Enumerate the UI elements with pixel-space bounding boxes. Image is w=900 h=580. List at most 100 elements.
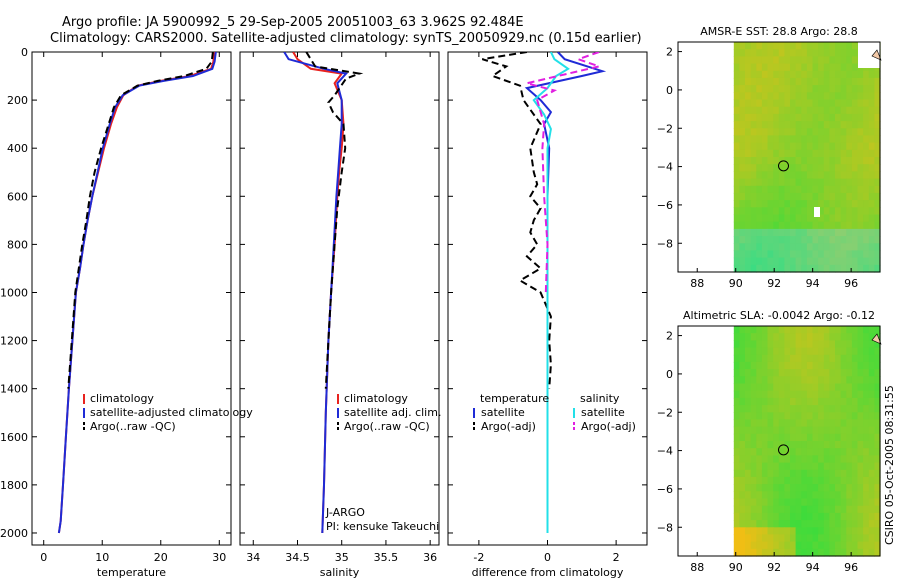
map-cell	[750, 441, 757, 449]
map-cell	[790, 243, 797, 252]
map-cell	[745, 192, 752, 201]
map-cell	[823, 164, 830, 172]
map-cell	[750, 128, 757, 137]
map-cell	[823, 228, 830, 237]
panels: 0 10 20 30020040060080010001200140016001800…	[0, 25, 882, 579]
map-cell	[801, 243, 808, 252]
map-cell	[739, 77, 746, 86]
map-cell	[761, 106, 769, 115]
map-cell	[761, 128, 769, 137]
map-cell	[806, 243, 814, 252]
map-cell	[857, 405, 864, 413]
map-cell	[851, 63, 859, 72]
map-cell	[761, 534, 769, 543]
map-x-tick-label: 96	[844, 277, 858, 290]
map-cell	[812, 257, 819, 266]
map-cell	[801, 200, 808, 208]
map-cell	[767, 106, 774, 115]
map-cell	[739, 164, 746, 172]
map-cell	[767, 257, 774, 266]
map-cell	[750, 383, 757, 392]
map-cell	[857, 178, 864, 187]
map-cell	[846, 185, 853, 194]
map-cell	[840, 214, 847, 223]
map-cell	[745, 264, 752, 273]
map-cell	[778, 548, 785, 557]
map-cell	[812, 264, 819, 273]
map-cell	[846, 243, 853, 252]
map-cell	[851, 541, 859, 550]
map-cell	[756, 383, 763, 392]
map-cell	[823, 56, 830, 65]
map-cell	[840, 383, 847, 392]
map-cell	[761, 520, 769, 528]
map-cell	[761, 192, 769, 201]
map-cell	[790, 397, 797, 406]
map-cell	[846, 419, 853, 428]
map-cell	[733, 433, 740, 442]
map-cell	[818, 326, 825, 334]
map-cell	[868, 433, 875, 442]
map-cell	[778, 42, 785, 50]
map-cell	[868, 476, 875, 485]
map-cell	[745, 149, 752, 158]
map-cell	[761, 70, 769, 79]
map-cell	[756, 77, 763, 86]
map-cell	[750, 178, 757, 187]
map-cell	[829, 142, 836, 151]
map-cell	[767, 534, 774, 543]
map-cell	[801, 257, 808, 266]
map-cell	[835, 128, 842, 137]
map-cell	[790, 92, 797, 101]
map-cell	[767, 405, 774, 413]
map-frame	[677, 325, 881, 557]
map-cell	[790, 77, 797, 86]
series-line-argo-raw-qc-	[67, 52, 214, 389]
map-cell	[790, 376, 797, 385]
map-cell	[851, 383, 859, 392]
map-cell	[835, 397, 842, 406]
map-cell	[739, 70, 746, 79]
map-cell	[846, 257, 853, 266]
map-y-tick-label: −6	[657, 483, 673, 496]
map-cell	[806, 185, 814, 194]
map-cell	[784, 390, 791, 399]
map-cell	[806, 178, 814, 187]
map-cell	[778, 390, 785, 399]
map-cell	[812, 63, 819, 72]
map-cell	[745, 354, 752, 363]
map-cell	[756, 264, 763, 273]
map-cell	[801, 340, 808, 349]
map-cell	[868, 354, 875, 363]
map-cell	[784, 326, 791, 334]
map-cell	[806, 534, 814, 543]
map-cell	[846, 405, 853, 413]
map-cell	[823, 221, 830, 230]
map-cell	[829, 441, 836, 449]
map-cell	[790, 192, 797, 201]
map-x-tick-label: 94	[806, 561, 820, 574]
map-cell	[795, 505, 802, 514]
map-cell	[790, 441, 797, 449]
map-cell	[874, 113, 881, 122]
map-cell	[773, 157, 780, 165]
map-cell	[874, 361, 881, 370]
map-cell	[851, 412, 859, 421]
map-cell	[778, 207, 785, 216]
map-cell	[795, 243, 802, 252]
map-cell	[812, 164, 819, 172]
map-cell	[767, 476, 774, 485]
map-cell	[874, 92, 881, 101]
map-cell	[851, 369, 859, 377]
map-cell	[846, 326, 853, 334]
map-cell	[823, 70, 830, 79]
map-cell	[739, 92, 746, 101]
map-cell	[801, 178, 808, 187]
map-cell	[790, 85, 797, 93]
map-cell	[863, 77, 870, 86]
map-cell	[874, 512, 881, 521]
map-cell	[806, 257, 814, 266]
map-cell	[835, 207, 842, 216]
map-cell	[795, 333, 802, 341]
map-cell	[851, 49, 859, 57]
